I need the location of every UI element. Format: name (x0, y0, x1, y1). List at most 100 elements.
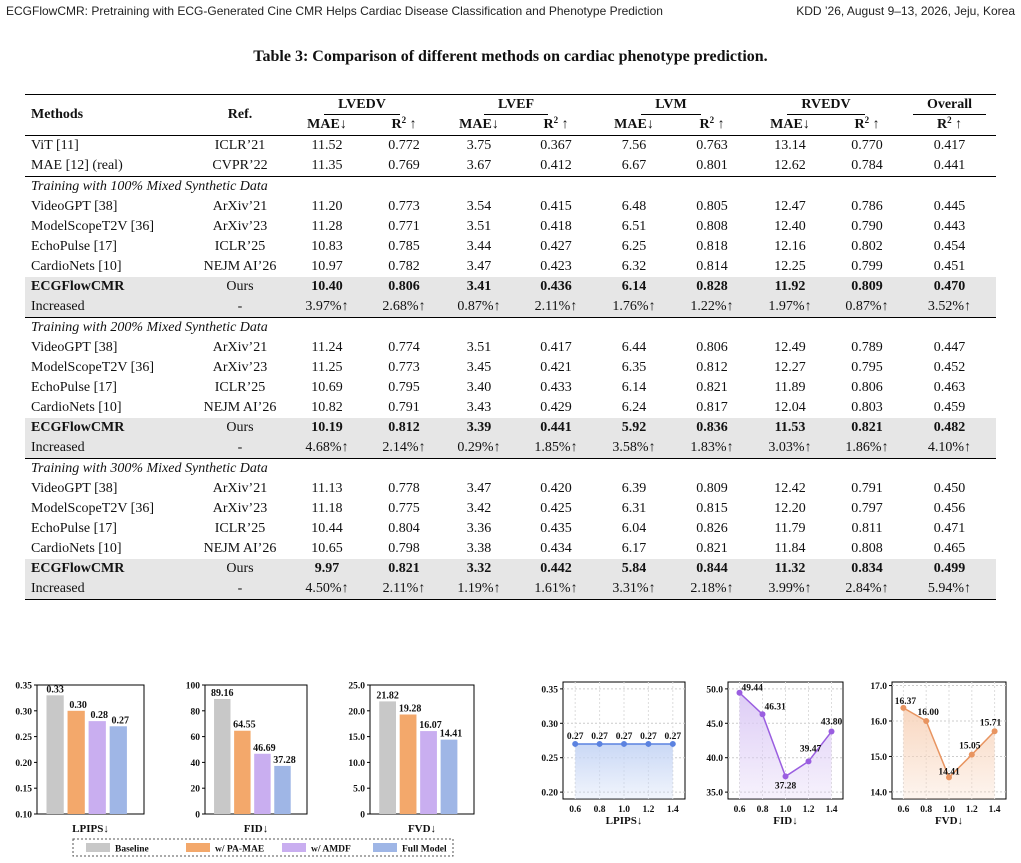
metric-value: 0.811 (851, 521, 883, 536)
metric-value: 3.03%↑ (749, 438, 831, 459)
y-tick-label: 40 (191, 759, 201, 769)
metric-value: 0.784 (851, 158, 883, 173)
bar (420, 731, 437, 814)
point-value-label: 0.27 (567, 732, 584, 742)
metric-value: 0.412 (540, 158, 572, 173)
metric-value: 3.42 (466, 501, 492, 516)
metric-value: 13.14 (749, 135, 831, 156)
metric-value: 2.84%↑ (831, 579, 903, 600)
x-tick-label: 1.0 (618, 805, 630, 815)
metric-value: 2.11%↑ (519, 297, 593, 318)
metric-value: 0.817 (696, 400, 728, 415)
metric-value: 11.32 (749, 559, 831, 579)
method-row: EchoPulse [17] ICLR’25 10.44 0.804 3.36 0.435… (25, 519, 996, 539)
method-row: ModelScopeT2V [36] ArXiv’23 11.28 0.771 3.51… (25, 217, 996, 237)
section-title-row: Training with 300% Mixed Synthetic Data (25, 458, 996, 479)
method-ref: Ours (195, 418, 285, 438)
metric-value: 0.836 (675, 418, 749, 438)
metric-value: 1.61%↑ (519, 579, 593, 600)
metric-value: 0.809 (831, 277, 903, 297)
metric-value: 0.454 (933, 239, 966, 254)
metric-value: 3.51 (466, 340, 492, 355)
data-point (991, 728, 998, 735)
metric-value: 1.97%↑ (749, 297, 831, 318)
metric-value: 0.814 (696, 259, 728, 274)
y-tick-label: 25.0 (348, 682, 365, 692)
data-point (572, 740, 579, 747)
metric-r2: R2 ↑ (936, 115, 963, 132)
legend-swatch (186, 843, 210, 852)
metric-value: 0.447 (933, 340, 966, 355)
area-fill (575, 743, 673, 799)
y-tick-label: 40.0 (706, 754, 723, 764)
metric-value: 0.797 (851, 501, 883, 516)
method-ref: ArXiv’23 (212, 501, 268, 516)
metric-value: 0.809 (696, 481, 728, 496)
metric-value: 0.806 (696, 340, 728, 355)
x-axis-label: LPIPS↓ (606, 815, 643, 827)
metric-value: 2.14%↑ (369, 438, 439, 459)
bar (67, 710, 85, 814)
bar-value-label: 46.69 (253, 743, 276, 754)
metric-value: 1.86%↑ (831, 438, 903, 459)
method-ref: ICLR’25 (214, 521, 266, 536)
metric-value: 0.798 (388, 541, 420, 556)
method-name: MAE [12] (real) (31, 158, 123, 173)
metric-r2: R2 ↑ (854, 115, 880, 132)
metric-value: 0.425 (540, 501, 572, 516)
metric-value: 3.58%↑ (593, 438, 675, 459)
metric-value: 10.40 (285, 277, 369, 297)
data-point (782, 773, 789, 780)
y-tick-label: 0 (360, 811, 365, 821)
metric-value: 0.463 (933, 380, 966, 395)
y-tick-label: 15.0 (348, 733, 365, 743)
x-tick-label: 0.8 (757, 805, 769, 815)
metric-value: 5.92 (593, 418, 675, 438)
x-tick-label: 1.4 (989, 805, 1001, 815)
metric-value: 0.821 (696, 541, 728, 556)
metric-value: 0.791 (851, 481, 883, 496)
ours-row: ECGFlowCMR Ours 9.97 0.821 3.32 0.442 5.84 0.84… (25, 559, 996, 579)
y-tick-label: 0.30 (15, 707, 32, 717)
method-row: EchoPulse [17] ICLR’25 10.69 0.795 3.40 0.433… (25, 378, 996, 398)
method-row: VideoGPT [38] ArXiv’21 11.24 0.774 3.51 0.417… (25, 338, 996, 358)
x-tick-label: 1.0 (943, 805, 955, 815)
method-name: ECGFlowCMR (25, 559, 195, 579)
col-ref: Ref. (195, 94, 285, 136)
y-tick-label: 0.35 (541, 685, 558, 695)
metric-value: 0.815 (696, 501, 728, 516)
y-tick-label: 0.25 (15, 733, 32, 743)
results-table: Methods Ref. LVEDV LVEF LVM RVEDV Overal… (25, 94, 996, 600)
method-name: CardioNets [10] (31, 541, 122, 556)
method-ref: NEJM AI’26 (203, 400, 277, 415)
bar (254, 753, 271, 814)
metric-value: 6.31 (621, 501, 647, 516)
ours-row: ECGFlowCMR Ours 10.19 0.812 3.39 0.441 5.92 0.8… (25, 418, 996, 438)
method-row: VideoGPT [38] ArXiv’21 11.20 0.773 3.54 0.415… (25, 197, 996, 217)
y-tick-label: 17.0 (870, 682, 887, 692)
x-axis-label: FVD↓ (408, 823, 436, 835)
legend-box (72, 838, 454, 857)
bar-value-label: 0.28 (90, 710, 108, 721)
metric-value: 1.85%↑ (519, 438, 593, 459)
metric-value: 0.769 (388, 158, 420, 173)
y-tick-label: 35.0 (706, 789, 723, 799)
point-value-label: 15.05 (959, 742, 981, 752)
metric-value: 10.69 (311, 380, 343, 395)
legend-label: Full Model (402, 845, 447, 855)
metric-value: 4.10%↑ (903, 438, 996, 459)
metric-value: 3.47 (466, 259, 492, 274)
point-value-label: 16.00 (918, 708, 940, 718)
x-tick-label: 1.0 (780, 805, 792, 815)
section-title: Training with 300% Mixed Synthetic Data (25, 458, 996, 479)
metric-value: 1.76%↑ (593, 297, 675, 318)
method-name: ViT [11] (25, 135, 195, 156)
metric-value: 0.805 (696, 199, 728, 214)
metric-value: 6.51 (621, 219, 647, 234)
running-header: ECGFlowCMR: Pretraining with ECG-Generat… (6, 4, 1015, 20)
metric-value: 0.417 (540, 340, 572, 355)
bar-value-label: 0.33 (46, 684, 64, 695)
baseline-row: MAE [12] (real) CVPR’22 11.35 0.769 3.67 0.41… (25, 156, 996, 177)
metric-value: 3.40 (466, 380, 492, 395)
